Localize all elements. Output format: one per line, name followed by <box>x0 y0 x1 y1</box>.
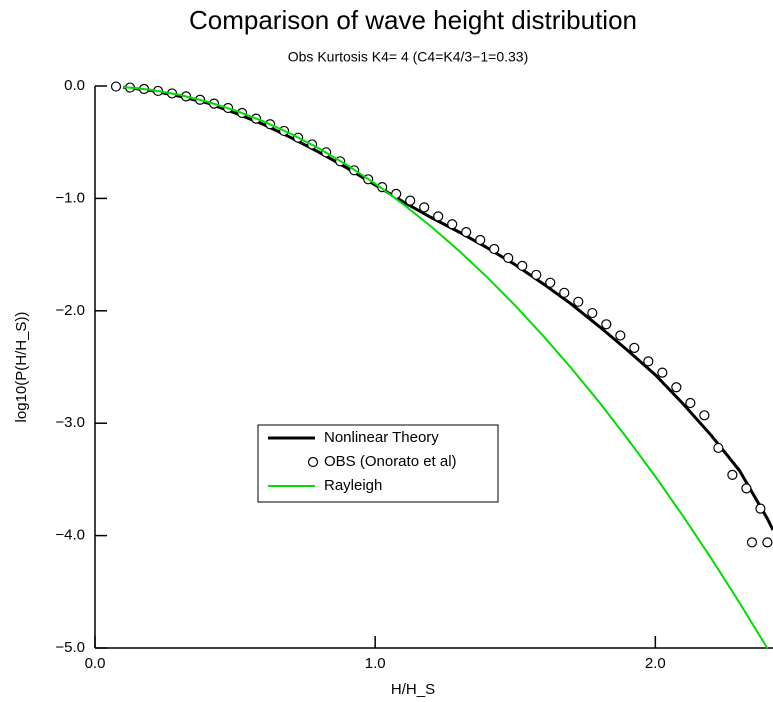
y-tick-label: −5.0 <box>55 639 85 656</box>
y-tick-label: −1.0 <box>55 189 85 206</box>
obs-point <box>755 503 766 514</box>
obs-point <box>110 81 122 92</box>
obs-point <box>475 234 486 246</box>
obs-point <box>545 277 556 288</box>
y-tick-label: 0.0 <box>64 77 85 94</box>
obs-point <box>447 219 458 230</box>
series-line <box>122 85 769 649</box>
chart-subtitle: Obs Kurtosis K4= 4 (C4=K4/3−1=0.33) <box>288 49 528 65</box>
y-axis-label: log10(P(H/H_S)) <box>13 312 30 423</box>
legend-swatch <box>307 456 319 468</box>
legend-label: Rayleigh <box>324 477 382 494</box>
legend-label: OBS (Onorato et al) <box>324 453 457 470</box>
series-line <box>122 85 773 531</box>
obs-point <box>433 211 444 222</box>
chart-title: Comparison of wave height distribution <box>189 5 637 35</box>
obs-point <box>629 342 640 353</box>
obs-point <box>615 330 626 341</box>
obs-point <box>699 410 710 421</box>
obs-point <box>685 397 696 409</box>
obs-point <box>713 442 724 454</box>
obs-point <box>746 537 758 548</box>
obs-point <box>601 319 612 330</box>
obs-point <box>559 287 570 298</box>
y-tick-label: −3.0 <box>55 414 85 431</box>
obs-point <box>503 252 514 264</box>
obs-point <box>587 307 598 319</box>
obs-point <box>517 260 528 271</box>
obs-point <box>657 367 668 378</box>
x-tick-label: 1.0 <box>365 655 386 672</box>
x-tick-label: 2.0 <box>645 655 666 672</box>
obs-point <box>727 469 738 481</box>
y-tick-label: −2.0 <box>55 302 85 319</box>
x-tick-label: 0.0 <box>85 655 106 672</box>
obs-point <box>461 227 472 238</box>
y-tick-label: −4.0 <box>55 527 85 544</box>
obs-point <box>741 483 752 494</box>
obs-point <box>671 382 682 393</box>
obs-point <box>405 195 416 206</box>
legend-label: Nonlinear Theory <box>324 429 439 446</box>
x-axis-label: H/H_S <box>391 681 435 698</box>
obs-point <box>489 243 500 255</box>
obs-point <box>531 269 542 280</box>
obs-point <box>573 296 584 307</box>
obs-point <box>419 202 430 213</box>
obs-point <box>762 537 773 548</box>
obs-point <box>643 356 654 367</box>
